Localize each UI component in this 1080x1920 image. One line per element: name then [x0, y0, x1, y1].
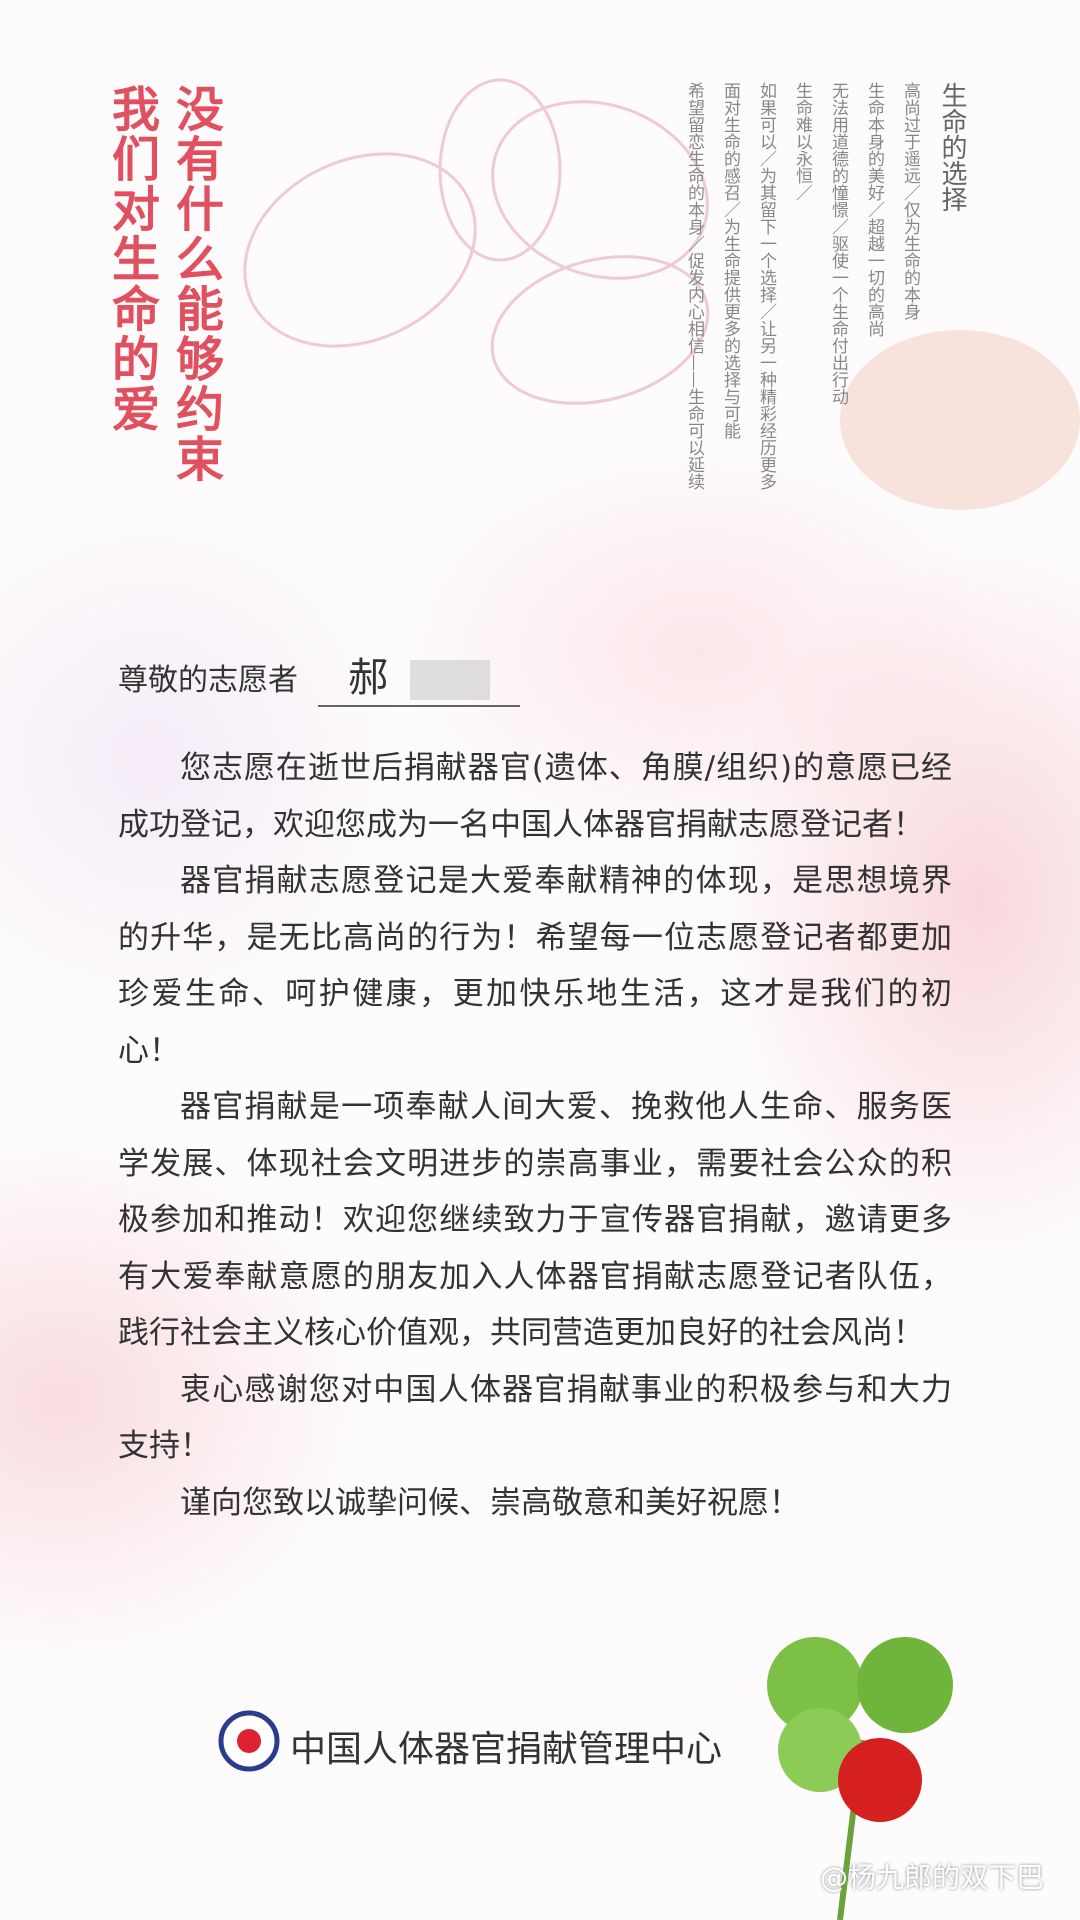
paragraph: 器官捐献志愿登记是大爱奉献精神的体现，是思想境界的升华，是无比高尚的行为！希望每… [118, 863, 952, 1069]
slogan: 我们对生命的爱 [103, 84, 159, 434]
paragraph: 您志愿在逝世后捐献器官(遗体、角膜/组织)的意愿已经成功登记，欢迎您成为一名中国… [118, 750, 952, 843]
poem-line: 生命难以永恒／ [792, 82, 812, 201]
name: 郝 [348, 655, 388, 701]
signature: 中国人体器官捐献管理中心 [290, 1729, 723, 1770]
letter-body: 您志愿在逝世后捐献器官(遗体、角膜/组织)的意愿已经成功登记，欢迎您成为一名中国… [118, 740, 952, 1531]
salutation: 尊敬的志愿者 [118, 663, 298, 698]
poem-line: 生命本身的美好／超越一切的高尚 [864, 82, 884, 337]
poem-line: 高尚过于遥远／仅为生命的本身 [900, 82, 920, 320]
watermark: @杨九郎的双下巴 [820, 1861, 1045, 1894]
poem-line: 如果可以／为其留下一个选择／让另一种精彩经历更多 [756, 82, 776, 490]
slogan: 没有什么能够约束 [167, 84, 223, 484]
poem-title: 生命的选择 [937, 82, 967, 212]
poem-line: 希望留恋生命的本身／促发内心相信——生命可以延续 [684, 82, 704, 490]
poem-line: 无法用道德的憧憬／驱使一个生命付出行动 [828, 82, 848, 405]
paragraph: 器官捐献是一项奉献人间大爱、挽救他人生命、服务医学发展、体现社会文明进步的崇高事… [118, 1089, 952, 1351]
paragraph: 谨向您致以诚挚问候、崇高敬意和美好祝愿！ [180, 1484, 800, 1521]
poem-line: 面对生命的感召／为生命提供更多的选择与可能 [720, 82, 740, 439]
paragraph: 衷心感谢您对中国人体器官捐献事业的积极参与和大力支持！ [118, 1371, 952, 1465]
